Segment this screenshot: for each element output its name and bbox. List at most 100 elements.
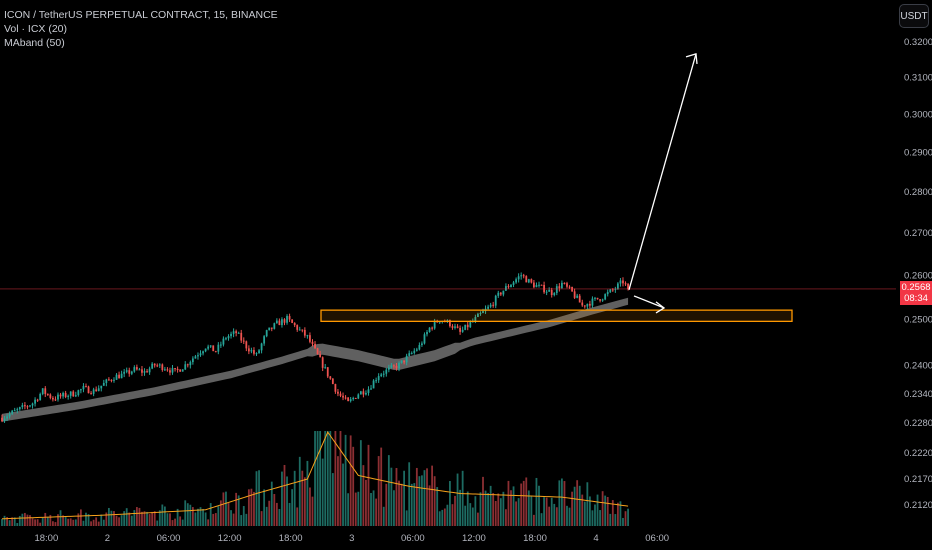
candle-body	[359, 391, 362, 395]
candle-body	[240, 332, 243, 341]
target-arrow	[628, 53, 697, 290]
volume-bar	[581, 494, 584, 526]
volume-bar	[179, 516, 182, 526]
candle-body	[339, 393, 342, 396]
candle-body	[16, 409, 19, 411]
candle-body	[619, 280, 622, 284]
price-axis[interactable]: 0.3200 0.3100 0.3000 0.2900 0.2800 0.2700 0.26…	[904, 37, 932, 511]
candle-body	[273, 323, 276, 329]
candle-body	[314, 343, 316, 349]
candle-body	[400, 360, 403, 363]
volume-bar	[57, 514, 59, 526]
candle-body	[245, 341, 248, 349]
volume-bar	[184, 500, 187, 526]
candle-body	[59, 394, 62, 397]
volume-bar	[199, 507, 202, 526]
candle-body	[365, 392, 367, 395]
volume-bar	[370, 492, 372, 526]
volume-bar	[477, 512, 479, 526]
volume-bar	[24, 512, 26, 526]
candle-body	[97, 388, 100, 392]
candle-body	[143, 371, 146, 373]
volume-bar	[293, 470, 296, 526]
candle-body	[428, 327, 431, 332]
candle-body	[477, 313, 479, 317]
volume-bar	[423, 470, 426, 526]
candle-body	[146, 371, 148, 373]
symbol-title[interactable]: ICON / TetherUS PERPETUAL CONTRACT, 15, …	[4, 9, 278, 21]
volume-bar	[169, 513, 171, 526]
candle-body	[11, 410, 14, 414]
candle-body	[237, 332, 240, 334]
volume-bar	[326, 431, 329, 526]
volume-bar	[41, 517, 44, 526]
volume-bar	[568, 507, 571, 526]
drawings[interactable]	[0, 53, 896, 323]
candle-body	[487, 306, 489, 309]
volume-bar	[62, 515, 64, 526]
candle-body	[52, 397, 54, 400]
currency-unit-button[interactable]: USDT	[899, 4, 929, 28]
volume-bar	[118, 517, 120, 526]
price-tick-label: 0.2500	[904, 315, 932, 326]
volume-bar	[382, 506, 385, 526]
volume-bar	[166, 513, 169, 526]
volume-bar	[275, 502, 278, 526]
volume-bar	[507, 480, 510, 526]
candle-body	[6, 416, 8, 419]
candle-body	[344, 397, 347, 399]
candle-body	[525, 276, 528, 283]
candle-body	[334, 384, 337, 392]
volume-ma-path	[1, 431, 629, 520]
time-tick-label: 3	[349, 533, 354, 544]
volume-bar	[606, 496, 609, 526]
candle-body	[530, 279, 533, 283]
candle-body	[309, 335, 311, 342]
volume-bar	[273, 494, 276, 526]
candle-body	[627, 283, 629, 289]
candle-body	[604, 294, 607, 300]
candle-body	[311, 341, 314, 344]
volume-bar	[563, 481, 566, 526]
candle-body	[54, 399, 57, 401]
volume-bar	[204, 512, 207, 526]
candle-body	[561, 282, 563, 289]
volume-bar	[64, 517, 67, 526]
price-tick-label: 0.2400	[904, 361, 932, 372]
candle-body	[255, 353, 258, 355]
volume-bar	[125, 508, 128, 526]
volume-bar	[227, 503, 230, 526]
volume-bar	[130, 515, 133, 526]
candle-body	[545, 291, 548, 293]
candle-body	[461, 329, 464, 332]
candle-body	[207, 346, 210, 349]
candle-body	[278, 320, 281, 326]
candle-body	[492, 304, 495, 306]
candle-body	[141, 369, 143, 373]
time-tick-label: 18:00	[279, 533, 303, 544]
time-tick-label: 06:00	[401, 533, 425, 544]
volume-bar	[237, 495, 240, 526]
volume-bar	[298, 456, 301, 526]
volume-bar	[410, 483, 413, 526]
candle-body	[235, 331, 238, 334]
candle-body	[253, 350, 255, 354]
candle-body	[115, 374, 118, 380]
candle-body	[494, 295, 497, 306]
price-tick-label: 0.2280	[904, 418, 932, 429]
volume-bar	[67, 518, 70, 526]
volume-bar	[405, 510, 408, 526]
candle-body	[606, 292, 609, 295]
volume-bar	[102, 519, 105, 526]
volume-bar	[461, 470, 464, 526]
candle-body	[158, 364, 161, 366]
time-axis[interactable]: 18:00 2 06:00 12:00 18:00 3 06:00 12:00 18:00 4 06…	[34, 533, 669, 544]
volume-bar	[245, 513, 248, 526]
volume-indicator-label[interactable]: Vol · ICX (20)	[4, 23, 68, 35]
candle-body	[347, 397, 350, 402]
last-price-value: 0.2568	[901, 282, 931, 293]
maband-indicator-label[interactable]: MAband (50)	[4, 37, 65, 49]
volume-bar	[18, 515, 21, 526]
candle-body	[548, 289, 551, 292]
